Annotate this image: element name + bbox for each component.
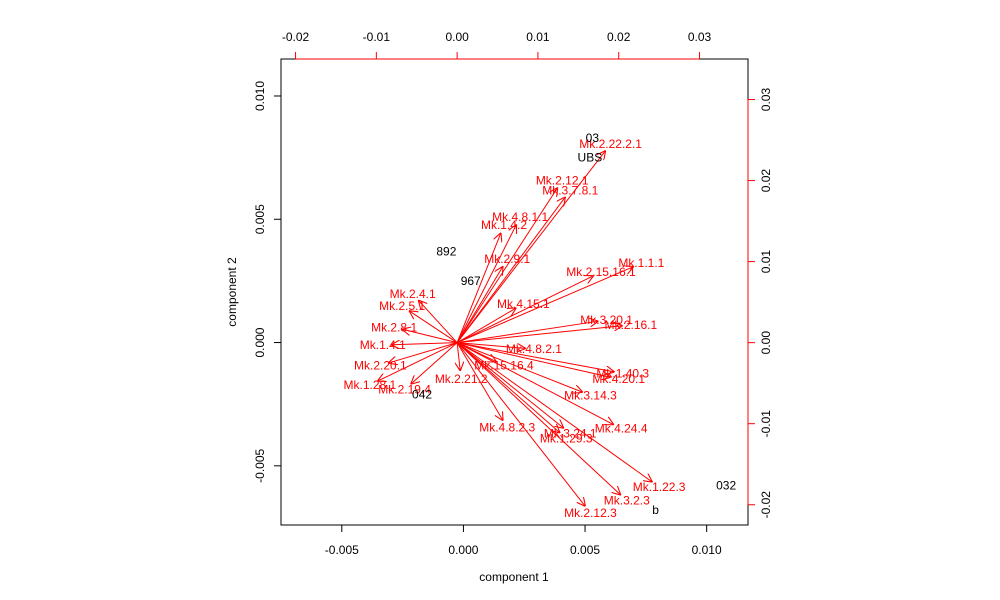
variable-label: Mk.3.14.3 [564, 388, 617, 402]
variable-label: Mk.2.21.2 [435, 372, 488, 386]
right-axis: -0.02 -0.01 0.00 0.01 0.02 0.03 [747, 88, 773, 519]
variable-arrow [456, 342, 620, 495]
variable-arrow [411, 342, 458, 384]
variable-arrow [456, 198, 565, 343]
variable-arrow [457, 342, 610, 377]
x-tick-label: -0.005 [325, 543, 359, 557]
observation-label: 032 [716, 479, 736, 493]
variable-label: Mk.1.29.3 [540, 431, 593, 445]
variable-arrow [456, 225, 516, 343]
variable-arrow [456, 342, 652, 482]
variable-label: Mk.3.7.8.1 [542, 183, 598, 197]
variable-arrow [456, 188, 557, 343]
y-tick-label: -0.005 [253, 448, 267, 482]
x-axis-title: component 1 [479, 570, 549, 584]
observation-label: 042 [412, 387, 432, 401]
observation-labels: 03 UBS 032 b 892 967 042 [412, 131, 736, 517]
variable-label: Mk.2.15.16.1 [566, 265, 636, 279]
variable-label: Mk.4.8.2.3 [479, 421, 535, 435]
variable-arrow [456, 342, 563, 428]
left-axis: -0.005 0.000 0.005 0.010 [253, 81, 282, 483]
variable-arrow [457, 342, 614, 372]
variable-label: Mk.3.20.1 [580, 313, 633, 327]
variable-arrow [378, 342, 458, 381]
variable-arrow [456, 308, 515, 344]
variable-label: Mk.3.2.3 [604, 494, 650, 508]
variable-label: Mk.2.20.1 [354, 358, 407, 372]
variable-label: Mk.2.19.4 [378, 383, 431, 397]
variable-arrow [389, 342, 458, 363]
right-tick-label: -0.02 [759, 491, 773, 519]
y-tick-label: 0.000 [253, 327, 267, 357]
variable-arrow [403, 329, 458, 344]
variable-label: Mk.15.16.4 [474, 358, 534, 372]
observation-label: 967 [461, 274, 481, 288]
variable-label: Mk.4.15.1 [497, 297, 550, 311]
observation-label: UBS [578, 151, 603, 165]
right-tick-label: 0.01 [759, 250, 773, 274]
variable-arrow [456, 267, 633, 344]
variable-arrow [456, 342, 582, 392]
variable-label: Mk.1.40.3 [596, 366, 649, 380]
variable-label: Mk.1.1.1 [618, 256, 664, 270]
observation-label: 892 [436, 244, 456, 258]
variable-label: Mk.4.8.1.1 [492, 210, 548, 224]
variable-label: Mk.2.22.2.1 [579, 137, 642, 151]
variable-label: Mk.1.22.3 [633, 480, 686, 494]
top-tick-label: 0.01 [526, 30, 550, 44]
variable-label: Mk.2.12.1 [536, 174, 589, 188]
variable-arrow [456, 233, 501, 343]
variable-arrow [456, 342, 585, 506]
plot-frame [280, 58, 749, 526]
variable-label: Mk.2.8.1 [371, 320, 417, 334]
y-axis-title: component 2 [225, 257, 239, 327]
variable-label: Mk.1.4.2 [481, 218, 527, 232]
observation-label: 03 [586, 131, 600, 145]
variable-label: Mk.4.24.4 [595, 422, 648, 436]
variable-arrow [456, 151, 605, 343]
variable-arrow [456, 276, 593, 344]
y-tick-label: 0.010 [253, 81, 267, 111]
variable-label: Mk.1.4.1 [360, 338, 406, 352]
variable-label: Mk.1.28.1 [344, 378, 397, 392]
x-tick-label: 0.000 [448, 543, 478, 557]
variable-arrow [457, 326, 622, 344]
right-tick-label: -0.01 [759, 410, 773, 438]
top-tick-label: 0.00 [445, 30, 469, 44]
variable-arrow [392, 343, 458, 345]
top-axis: -0.02 -0.01 0.00 0.01 0.02 0.03 [282, 30, 712, 60]
variable-label: Mk.4.20.1 [592, 372, 645, 386]
variable-label: Mk.4.8.2.1 [506, 342, 562, 356]
right-tick-label: 0.02 [759, 169, 773, 193]
variable-arrow [456, 267, 502, 343]
variable-arrow [457, 342, 525, 349]
x-tick-label: 0.010 [692, 543, 722, 557]
right-tick-label: 0.00 [759, 331, 773, 355]
bottom-axis: -0.005 0.000 0.005 0.010 [325, 524, 722, 557]
variable-arrow [457, 321, 598, 344]
observation-label: b [652, 503, 659, 517]
variable-labels: Mk.2.22.2.1 Mk.2.12.1Mk.3.7.8.1 Mk.4.8.1.1… [344, 137, 686, 520]
variable-label: Mk.2.16.1 [604, 318, 657, 332]
top-tick-label: -0.01 [363, 30, 391, 44]
x-tick-label: 0.005 [570, 543, 600, 557]
variable-arrow [456, 342, 503, 420]
top-tick-label: 0.03 [688, 30, 712, 44]
variable-arrow [456, 342, 613, 425]
variable-arrows [378, 151, 652, 506]
variable-label: Mk.2.12.3 [564, 506, 617, 520]
y-tick-label: 0.005 [253, 204, 267, 234]
top-tick-label: -0.02 [282, 30, 310, 44]
variable-label: Mk.2.4.1 [390, 287, 436, 301]
variable-label: Mk.2.5.1 [379, 299, 425, 313]
variable-arrow [419, 301, 458, 343]
variable-arrow [457, 342, 460, 371]
top-tick-label: 0.02 [607, 30, 631, 44]
variable-arrow [456, 342, 559, 433]
variable-arrow [410, 311, 458, 344]
right-tick-label: 0.03 [759, 88, 773, 112]
variable-label: Mk.2.9.1 [484, 252, 530, 266]
variable-label: Mk.3.24.1 [544, 426, 597, 440]
